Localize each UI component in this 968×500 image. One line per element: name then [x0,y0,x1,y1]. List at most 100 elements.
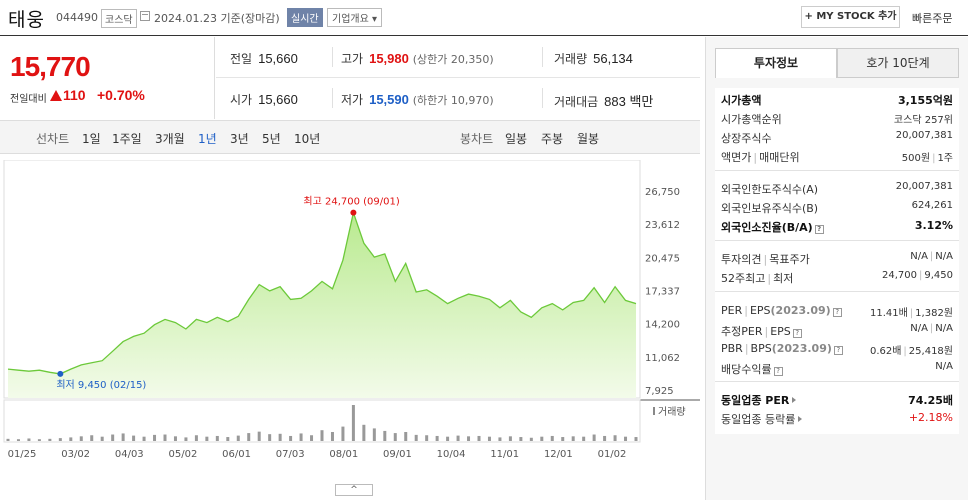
volume-bar [268,434,272,441]
volume-bar [142,436,146,441]
open-price: 시가 15,660 [230,92,298,107]
help-icon[interactable]: ? [832,308,842,317]
tab-1week[interactable]: 1주일 [112,132,142,146]
volume-bar [37,439,41,441]
calendar-icon [140,11,150,21]
x-tick-label: 11/01 [490,449,519,460]
volume-bar [205,436,209,441]
volume-bar [48,438,52,441]
x-tick-label: 07/03 [276,449,305,460]
est-per-eps-row: 추정PER | EPS? N/A | N/A [721,323,953,338]
opinion-target-row: 투자의견 | 목표주가 N/A | N/A [721,251,953,266]
volume-bar [487,436,491,441]
volume-bar [163,434,167,441]
volume-bar [582,436,586,441]
tab-1year[interactable]: 1년 [198,132,217,146]
volume-bar [613,435,617,441]
volume-bar [362,424,366,441]
quick-order-link[interactable]: 빠른주문 [912,12,953,25]
tab-hoga-10[interactable]: 호가 10단계 [837,48,959,78]
volume-bar [58,438,62,441]
listed-shares-row: 상장주식수 20,007,381 [721,130,953,145]
volume-bar [215,435,219,441]
price-chart: 최고 24,700 (09/01) 최저 9,450 (02/15) 26,750… [0,160,700,490]
candle-chart-label: 봉차트 [460,132,494,146]
y-tick-label: 7,925 [645,386,674,397]
chart-collapse-button[interactable]: ^ [335,484,373,496]
volume-bar [100,436,104,441]
per-eps-row: PER | EPS(2023.09)? 11.41배 | 1,382원 [721,304,953,319]
volume-bar [79,436,83,441]
volume-bar [184,437,188,441]
help-icon[interactable]: ? [773,367,783,376]
market-cap-row: 시가총액 3,155억원 [721,94,953,107]
tab-weekly-candle[interactable]: 주봉 [541,132,564,146]
x-tick-label: 03/02 [61,449,90,460]
company-info-dropdown[interactable]: 기업개요 ▾ [327,8,382,27]
change-rate: +0.70% [97,87,145,103]
realtime-button[interactable]: 실시간 [287,8,323,27]
volume-bar [467,436,471,441]
sector-rate-row[interactable]: 동일업종 등락률 +2.18% [721,411,953,426]
help-icon[interactable]: ? [792,329,802,338]
add-mystock-button[interactable]: + MY STOCK 추가 [801,6,900,28]
volume-bar [540,436,544,441]
diff-label: 전일대비 [10,94,47,105]
day-high: 고가 15,980 (상한가 20,350) [341,51,494,66]
trade-amount: 거래대금 883 백만 [554,94,654,109]
invest-info-panel: 투자정보 호가 10단계 시가총액 3,155억원 시가총액순위 코스닥 257위 … [705,37,968,500]
volume-bar [226,437,230,441]
volume-bar [27,438,31,441]
volume-bar [414,434,418,441]
dividend-row: 배당수익률? N/A [721,361,953,376]
foreign-ratio-row: 외국인소진율(B/A)? 3.12% [721,219,953,234]
volume-bar [111,434,115,441]
tab-10year[interactable]: 10년 [294,132,321,146]
volume-bar [194,435,198,441]
volume-bar [508,436,512,441]
volume-bar [624,436,628,441]
volume-bar [519,437,523,441]
tab-3month[interactable]: 3개월 [155,132,185,146]
help-icon[interactable]: ? [814,225,824,234]
current-price-box: 15,770 전일대비 110 +0.70% [0,37,215,119]
quote-grid: 전일 15,660 고가 15,980 (상한가 20,350) 거래량 56,134… [216,37,700,119]
price-area [8,212,636,398]
volume-bar [498,437,502,441]
volume-bar [383,430,387,441]
volume-bar [69,437,73,441]
x-tick-label: 06/01 [222,449,251,460]
y-tick-label: 20,475 [645,253,680,264]
help-icon[interactable]: ? [833,346,843,355]
volume-bar [351,405,355,441]
x-tick-label: 09/01 [383,449,412,460]
high-point [350,209,357,216]
foreign-limit-row: 외국인한도주식수(A) 20,007,381 [721,181,953,196]
volume-bar [6,438,10,441]
tab-3year[interactable]: 3년 [230,132,249,146]
high-label: 최고 24,700 (09/01) [303,196,399,208]
volume-bar [456,435,460,441]
market-badge: 코스닥 [101,9,137,28]
volume-bar [341,426,345,441]
day-low: 저가 15,590 (하한가 10,970) [341,92,494,107]
tab-5year[interactable]: 5년 [262,132,281,146]
y-tick-label: 14,200 [645,320,680,331]
volume-bar [257,431,261,441]
quote-date: 2024.01.23 기준(장마감) [154,12,280,25]
volume-bar [592,434,596,441]
tab-invest-info[interactable]: 투자정보 [715,48,837,78]
x-tick-label: 01/25 [8,449,37,460]
volume-bar [153,434,157,441]
price-line [7,210,637,375]
volume-bar [435,435,439,441]
volume-bar [477,435,481,441]
tab-monthly-candle[interactable]: 월봉 [577,132,600,146]
x-tick-label: 01/02 [598,449,627,460]
tab-1day[interactable]: 1일 [82,132,101,146]
volume-bar [634,437,638,441]
tab-daily-candle[interactable]: 일봉 [505,132,528,146]
volume-bar [425,435,429,441]
sector-per-row[interactable]: 동일업종 PER 74.25배 [721,394,953,407]
line-chart-label: 선차트 [36,132,70,146]
